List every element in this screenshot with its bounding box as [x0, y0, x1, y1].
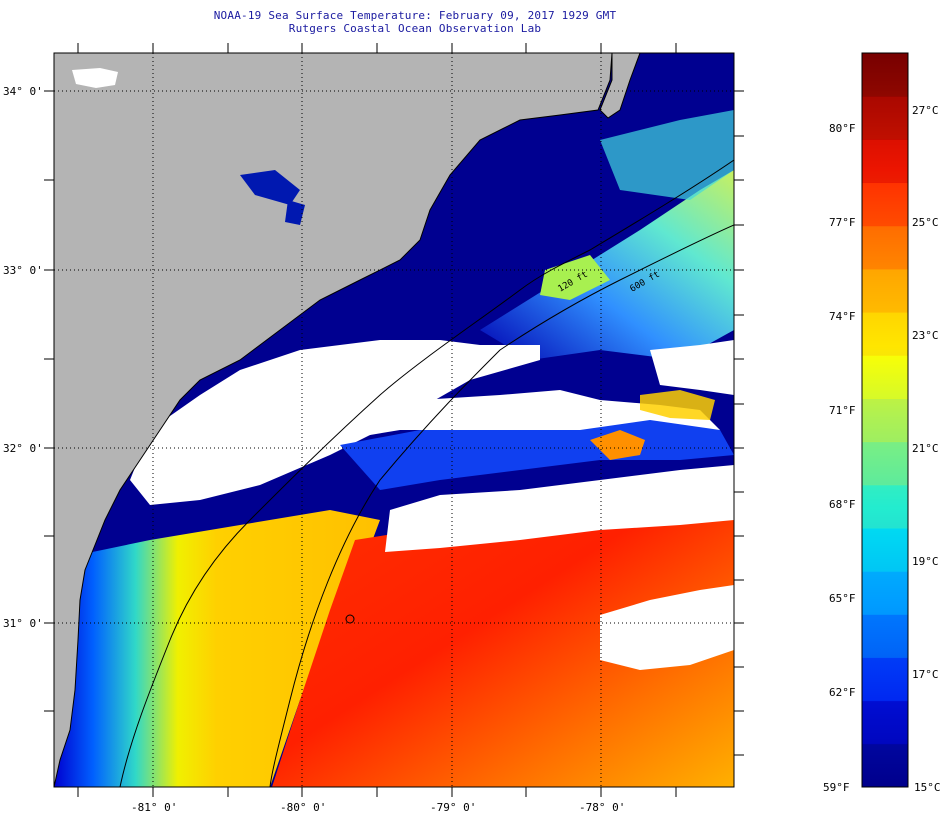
color-bar-band — [862, 312, 908, 356]
yellow-streaks — [640, 390, 715, 420]
color-bar-band — [862, 614, 908, 658]
northeast-filament — [480, 170, 734, 360]
map-title: NOAA-19 Sea Surface Temperature: Februar… — [213, 9, 617, 22]
cbar-c-17: 17°C — [912, 668, 939, 681]
color-bar-band — [862, 743, 908, 788]
lon-label-79: -79° 0' — [430, 801, 477, 814]
blue-bit-land-2 — [285, 200, 305, 225]
isobath-lines — [119, 159, 734, 787]
sst-map: 120 ft 600 ft — [54, 53, 734, 787]
color-bar-band — [862, 700, 908, 745]
cbar-c-15: 15°C — [914, 781, 941, 794]
cbar-f-77: 77°F — [829, 216, 856, 229]
lon-label-80: -80° 0' — [280, 801, 327, 814]
color-bar-bands — [862, 53, 908, 788]
color-bar-band — [862, 53, 908, 97]
color-bar-band — [862, 571, 908, 615]
color-bar-band — [862, 527, 908, 572]
color-bar-frame — [861, 52, 909, 788]
color-bar-band — [862, 441, 908, 486]
blue-bit-land — [240, 170, 300, 205]
northeast-cyan-patch — [600, 110, 734, 200]
cbar-f-74: 74°F — [829, 310, 856, 323]
cbar-c-23: 23°C — [912, 329, 939, 342]
cbar-f-62: 62°F — [829, 686, 856, 699]
cloud-band-south — [385, 465, 734, 552]
cbar-c-25: 25°C — [912, 216, 939, 229]
cloud-bit-land-1 — [72, 68, 118, 88]
color-bar-band — [862, 182, 908, 227]
gulf-stream-warm-water — [272, 490, 734, 787]
color-bar-band — [862, 355, 908, 399]
land-area — [54, 53, 613, 787]
graticule — [54, 53, 734, 787]
color-bar-band — [862, 225, 908, 270]
cbar-c-21: 21°C — [912, 442, 939, 455]
color-bar-band — [862, 96, 908, 140]
cbar-f-68: 68°F — [829, 498, 856, 511]
frame-ticks — [44, 43, 744, 797]
cbar-f-59: 59°F — [823, 781, 850, 794]
cloud-patch-east — [650, 340, 734, 395]
lon-label-78: -78° 0' — [579, 801, 626, 814]
lat-label-33: 33° 0' — [3, 264, 43, 277]
map-subtitle: Rutgers Coastal Ocean Observation Lab — [288, 22, 542, 35]
lon-label-81: -81° 0' — [131, 801, 178, 814]
outer-banks-land — [599, 53, 641, 119]
lat-label-31: 31° 0' — [3, 617, 43, 630]
map-frame — [53, 52, 735, 788]
color-bar-band — [862, 484, 908, 529]
cbar-c-27: 27°C — [912, 104, 939, 117]
color-bar-band — [862, 398, 908, 443]
color-bar-band — [862, 139, 908, 184]
cbar-f-71: 71°F — [829, 404, 856, 417]
cbar-c-19: 19°C — [912, 555, 939, 568]
isobath-120ft — [119, 159, 734, 787]
cbar-f-80: 80°F — [829, 122, 856, 135]
southern-shelf-waters — [54, 510, 380, 787]
color-bar-band — [862, 657, 908, 702]
color-bar-band — [862, 268, 908, 313]
lat-label-32: 32° 0' — [3, 442, 43, 455]
buoy-marker — [345, 614, 355, 624]
isobath-600ft — [269, 224, 734, 787]
orange-eddy — [590, 430, 645, 460]
lat-label-34: 34° 0' — [3, 85, 43, 98]
color-bar — [861, 52, 909, 788]
cbar-f-65: 65°F — [829, 592, 856, 605]
cloud-patch-southeast — [600, 585, 734, 670]
